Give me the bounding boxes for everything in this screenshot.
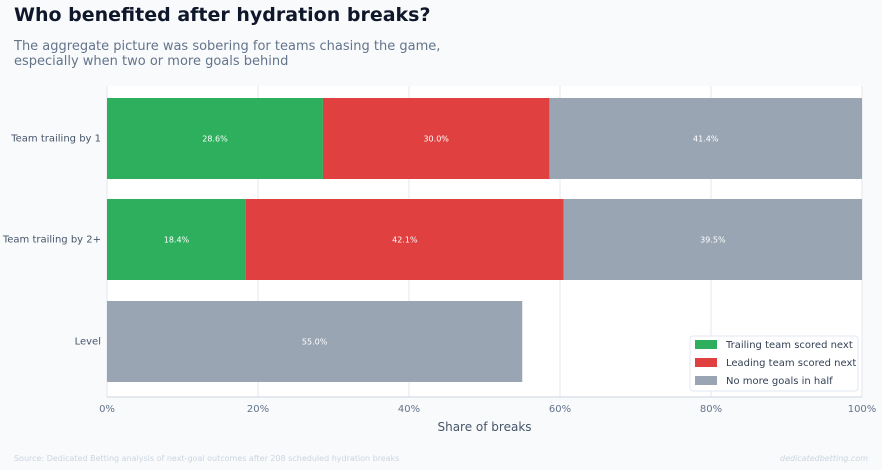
bar-segment [245,199,564,280]
category-label: Level [75,337,101,348]
bar-segment [322,98,550,179]
bar-segment [107,199,246,280]
bars: 28.6% 30.0% 41.4% 18.4% 42.1% 39.5% 55.0% [107,98,862,382]
data-label: 55.0% [302,338,328,347]
chart-subtitle: The aggregate picture was sobering for t… [14,39,441,69]
data-label: 41.4% [693,135,719,144]
source-note: Source: Dedicated Betting analysis of ne… [14,454,400,463]
legend-swatch [695,376,717,385]
x-tick-label: 100% [848,404,877,415]
x-tick-label: 60% [549,404,571,415]
x-tick-label: 0% [99,404,115,415]
legend-label: No more goals in half [726,376,833,387]
legend: Trailing team scored next Leading team sc… [689,335,859,392]
x-axis: 0% 20% 40% 60% 80% 100% Share of breaks [99,396,877,434]
brand-mark: dedicatedbetting.com [779,454,868,463]
category-labels: Team trailing by 1 Team trailing by 2+ Lev… [2,134,101,348]
category-label: Team trailing by 1 [10,134,101,145]
data-label: 42.1% [392,236,418,245]
category-label: Team trailing by 2+ [2,235,101,246]
legend-swatch [695,358,717,367]
bar-segment [549,98,862,179]
legend-label: Trailing team scored next [725,340,853,351]
x-tick-label: 80% [700,404,722,415]
legend-swatch [695,340,717,349]
chart-title: Who benefited after hydration breaks? [14,4,431,26]
data-label: 18.4% [164,236,190,245]
x-tick-label: 40% [398,404,420,415]
x-tick-label: 20% [247,404,269,415]
bar-segment [107,98,323,179]
data-label: 39.5% [700,236,726,245]
data-label: 30.0% [423,135,449,144]
data-label: 28.6% [202,135,228,144]
bar-segment [563,199,862,280]
bar-segment [107,301,523,382]
x-axis-title: Share of breaks [437,420,531,434]
legend-label: Leading team scored next [726,358,856,369]
legend-box [689,335,859,392]
